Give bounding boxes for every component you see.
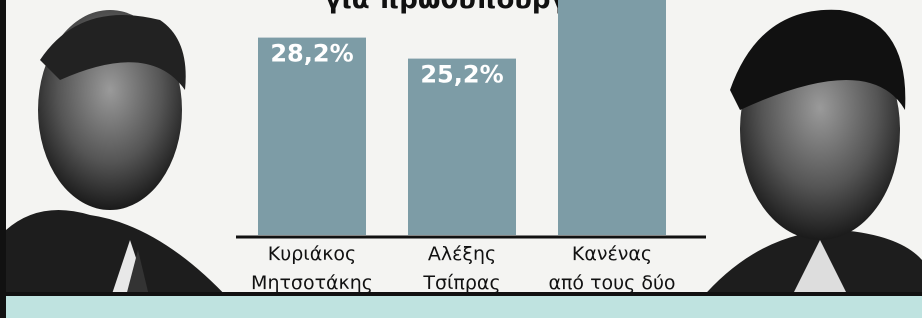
portrait-left <box>6 10 230 300</box>
border <box>0 0 6 318</box>
category-label: Κανένας από τους δύο <box>532 240 692 298</box>
chart-title: για πρωθυπουργό <box>324 0 586 15</box>
value-label: 28,2% <box>270 40 353 68</box>
value-label: 25,2% <box>420 61 503 89</box>
category-label: Αλέξης Τσίπρας <box>382 240 542 298</box>
bar <box>558 0 666 235</box>
clipping: για πρωθυπουργό 28,2% 25,2% Κυριάκος Μητσ… <box>0 0 922 318</box>
portrait-right <box>700 10 922 300</box>
category-label: Κυριάκος Μητσοτάκης <box>232 240 392 298</box>
bottom-band <box>6 296 922 318</box>
